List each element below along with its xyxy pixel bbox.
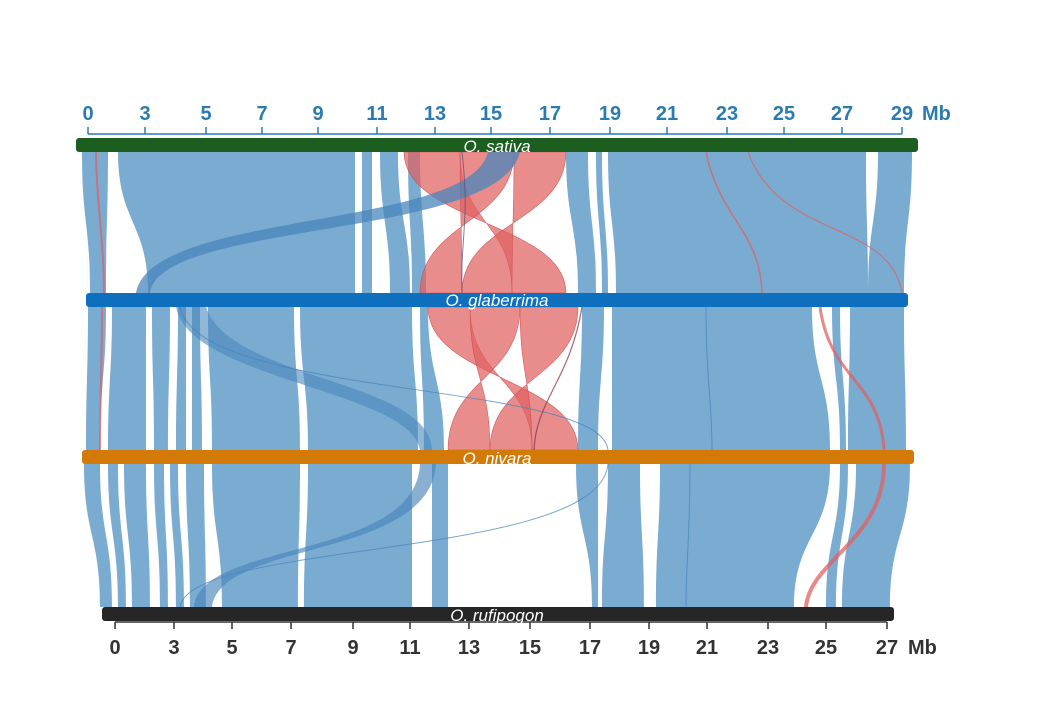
inversion-line (705, 151, 763, 294)
chromosome-bar-nivara (82, 450, 914, 464)
bottom-axis-ticks: 0 3 5 7 9 11 13 15 17 19 21 23 25 27 (109, 622, 898, 659)
chromosome-bar-glaberrima (86, 293, 908, 307)
top-axis-tick-label: 3 (139, 103, 150, 125)
bottom-axis-tick-label: 11 (399, 637, 420, 659)
inversion-line (818, 306, 886, 451)
bottom-axis-unit: Mb (908, 637, 937, 659)
inversion-line (804, 463, 886, 608)
top-axis-tick-label: 0 (82, 103, 93, 125)
bottom-axis-tick-label: 25 (815, 637, 837, 659)
collinear-block (420, 307, 444, 450)
inversion-line (747, 151, 903, 294)
top-axis: 0 3 5 7 9 11 13 15 17 19 21 23 25 27 29 Mb (82, 103, 951, 135)
top-axis-tick-label: 15 (480, 103, 502, 125)
collinear-block (154, 464, 168, 607)
collinear-block (842, 464, 910, 607)
top-axis-tick-label: 27 (831, 103, 853, 125)
chromosome-label-rufipogon: O. rufipogon (450, 606, 544, 625)
collinear-block (380, 152, 410, 293)
translocated-block (136, 152, 520, 293)
collinear-block (108, 464, 126, 607)
top-axis-tick-label: 11 (366, 103, 387, 125)
collinear-block (578, 307, 604, 450)
collinear-block (408, 152, 426, 293)
collinear-block (602, 464, 644, 607)
collinear-block (868, 152, 912, 293)
collinear-block (432, 464, 448, 607)
collinear-block (848, 307, 906, 450)
bottom-axis-tick-label: 3 (168, 637, 179, 659)
top-axis-tick-label: 13 (424, 103, 446, 125)
collinear-block (832, 307, 846, 450)
collinear-block (84, 464, 112, 607)
collinear-block (192, 307, 202, 450)
top-axis-tick-label: 23 (716, 103, 738, 125)
collinear-block (596, 152, 608, 293)
synteny-line (533, 306, 583, 451)
top-axis-tick-label: 9 (312, 103, 323, 125)
top-axis-tick-label: 29 (891, 103, 913, 125)
inverted-block (447, 306, 521, 451)
synteny-line (461, 151, 466, 294)
chromosome-label-nivara: O. nivara (463, 449, 532, 468)
bottom-axis-tick-label: 21 (696, 637, 718, 659)
bottom-axis: 0 3 5 7 9 11 13 15 17 19 21 23 25 27 Mb (109, 621, 937, 659)
collinear-block (124, 464, 150, 607)
inversion-line (99, 306, 103, 451)
translocated-block (176, 307, 432, 450)
top-axis-ticks: 0 3 5 7 9 11 13 15 17 19 21 23 25 27 29 (82, 103, 913, 134)
collinear-block (86, 307, 106, 450)
top-axis-tick-label: 25 (773, 103, 795, 125)
synteny-line (179, 306, 609, 451)
chromosome-label-glaberrima: O. glaberrima (446, 291, 549, 310)
synteny-ribbons (82, 151, 912, 607)
bottom-axis-tick-label: 15 (519, 637, 541, 659)
inverted-block (419, 151, 515, 294)
collinear-block (212, 464, 300, 607)
top-axis-tick-label: 21 (656, 103, 678, 125)
bottom-axis-tick-label: 9 (347, 637, 358, 659)
bottom-axis-tick-label: 23 (757, 637, 779, 659)
synteny-line (685, 463, 691, 608)
bottom-axis-tick-label: 17 (579, 637, 601, 659)
collinear-block (656, 464, 830, 607)
collinear-block (176, 307, 186, 450)
chromosome-rufipogon: O. rufipogon (102, 606, 894, 625)
inverted-block (489, 306, 579, 451)
bottom-axis-tick-label: 13 (458, 637, 480, 659)
chromosome-sativa: O. sativa (76, 137, 918, 156)
collinear-block (362, 152, 372, 293)
inverted-block (461, 151, 567, 294)
top-axis-tick-label: 5 (200, 103, 211, 125)
bottom-axis-tick-label: 19 (638, 637, 660, 659)
collinear-block (170, 464, 184, 607)
collinear-block (152, 307, 170, 450)
top-axis-tick-label: 7 (256, 103, 267, 125)
synteny-line (179, 463, 609, 608)
chromosome-nivara: O. nivara (82, 449, 914, 468)
collinear-block (82, 152, 108, 293)
collinear-block (566, 152, 596, 293)
bottom-axis-tick-label: 27 (876, 637, 898, 659)
collinear-block (186, 464, 206, 607)
chromosome-glaberrima: O. glaberrima (86, 291, 908, 310)
bottom-axis-tick-label: 5 (226, 637, 237, 659)
collinear-block (612, 307, 830, 450)
synteny-lines (95, 151, 903, 608)
collinear-block (826, 464, 848, 607)
bottom-axis-tick-label: 0 (109, 637, 120, 659)
top-axis-tick-label: 17 (539, 103, 561, 125)
chromosome-label-sativa: O. sativa (463, 137, 530, 156)
chromosome-bar-sativa (76, 138, 918, 152)
synteny-line (705, 306, 713, 451)
top-axis-tick-label: 19 (599, 103, 621, 125)
chromosome-bar-rufipogon (102, 607, 894, 621)
collinear-block (576, 464, 598, 607)
collinear-block (108, 307, 146, 450)
inversion-line (95, 151, 105, 294)
bottom-axis-tick-label: 7 (285, 637, 296, 659)
top-axis-unit: Mb (922, 103, 951, 125)
